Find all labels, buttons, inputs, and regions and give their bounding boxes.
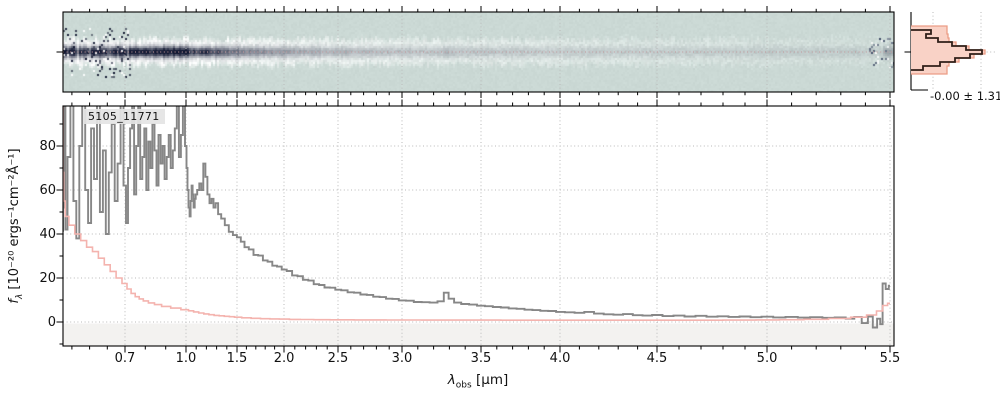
flux-line <box>63 106 890 329</box>
error-line <box>63 106 890 321</box>
x-tick-label: 3.0 <box>391 351 413 366</box>
histogram-data <box>911 29 983 71</box>
x-tick-label: 5.5 <box>879 351 901 366</box>
pixel-histogram <box>911 25 986 75</box>
tick-marks <box>56 6 911 353</box>
x-tick-label: 0.7 <box>114 351 136 366</box>
y-axis-label: fλ [10⁻²⁰ ergs⁻¹cm⁻²Å⁻¹] <box>7 148 25 304</box>
y-tick-label: 40 <box>39 226 56 242</box>
below-zero-band <box>63 323 894 346</box>
source-id-label: 5105_11771 <box>83 109 165 124</box>
y-tick-label: 20 <box>39 270 56 286</box>
x-tick-label: 4.5 <box>646 351 668 366</box>
spectrum-lines <box>63 106 890 329</box>
x-tick-label: 1.0 <box>175 351 197 366</box>
x-tick-label: 1.5 <box>226 351 248 366</box>
y-tick-label: 0 <box>47 314 56 330</box>
x-axis-label: λobs [μm] <box>447 372 509 391</box>
x-tick-label: 5.0 <box>756 351 778 366</box>
x-tick-label: 3.5 <box>470 351 492 366</box>
y-tick-label: 60 <box>39 182 56 198</box>
2d-spectrum-image <box>63 12 894 92</box>
y-tick-label: 80 <box>39 138 56 154</box>
x-tick-label: 2.5 <box>327 351 349 366</box>
histogram-stats-label: -0.00 ± 1.31 <box>930 89 1000 103</box>
axes-spines <box>62 11 928 347</box>
x-tick-label: 2.0 <box>273 351 295 366</box>
x-tick-label: 4.0 <box>549 351 571 366</box>
